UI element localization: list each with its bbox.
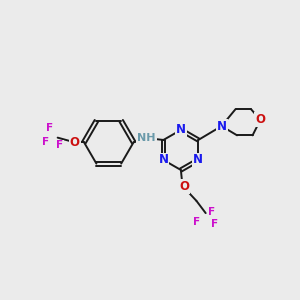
Text: O: O — [70, 136, 80, 149]
Text: F: F — [56, 140, 63, 150]
Text: O: O — [179, 180, 189, 194]
Text: N: N — [217, 120, 226, 133]
Text: O: O — [255, 113, 265, 126]
Text: F: F — [193, 217, 200, 227]
Text: NH: NH — [137, 134, 156, 143]
Text: N: N — [176, 123, 186, 136]
Text: N: N — [158, 154, 168, 166]
Text: F: F — [42, 137, 49, 147]
Text: N: N — [193, 154, 203, 166]
Text: F: F — [208, 207, 215, 217]
Text: F: F — [46, 123, 53, 134]
Text: F: F — [212, 219, 218, 229]
